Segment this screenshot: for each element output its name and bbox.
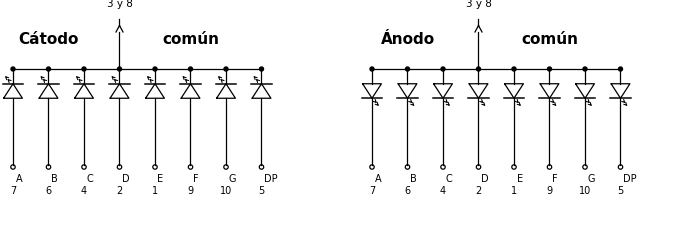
Text: 4: 4 — [81, 186, 87, 196]
Text: B: B — [410, 174, 417, 184]
Text: D: D — [122, 174, 130, 184]
Text: A: A — [374, 174, 381, 184]
Circle shape — [618, 67, 622, 71]
Text: 6: 6 — [45, 186, 52, 196]
Text: DP: DP — [623, 174, 637, 184]
Circle shape — [188, 67, 192, 71]
Text: B: B — [51, 174, 58, 184]
Circle shape — [224, 67, 228, 71]
Circle shape — [548, 67, 552, 71]
Circle shape — [583, 67, 587, 71]
Circle shape — [82, 67, 86, 71]
Text: G: G — [587, 174, 595, 184]
Text: 9: 9 — [546, 186, 552, 196]
Text: 2: 2 — [116, 186, 122, 196]
Text: 5: 5 — [618, 186, 624, 196]
Text: 10: 10 — [220, 186, 232, 196]
Circle shape — [260, 67, 264, 71]
Circle shape — [405, 67, 409, 71]
Text: F: F — [193, 174, 199, 184]
Circle shape — [47, 67, 51, 71]
Circle shape — [477, 67, 480, 71]
Text: G: G — [229, 174, 236, 184]
Circle shape — [370, 67, 374, 71]
Text: E: E — [157, 174, 164, 184]
Circle shape — [117, 67, 122, 71]
Text: 9: 9 — [188, 186, 194, 196]
Text: F: F — [552, 174, 558, 184]
Circle shape — [441, 67, 445, 71]
Text: 5: 5 — [258, 186, 264, 196]
Circle shape — [153, 67, 157, 71]
Text: 7: 7 — [10, 186, 16, 196]
Text: 1: 1 — [511, 186, 517, 196]
Text: C: C — [87, 174, 93, 184]
Text: DP: DP — [264, 174, 278, 184]
Text: 10: 10 — [579, 186, 591, 196]
Text: D: D — [481, 174, 488, 184]
Text: 6: 6 — [405, 186, 411, 196]
Text: C: C — [445, 174, 452, 184]
Text: E: E — [517, 174, 523, 184]
Text: 2: 2 — [475, 186, 482, 196]
Text: A: A — [16, 174, 22, 184]
Text: 3 y 8: 3 y 8 — [466, 0, 491, 9]
Circle shape — [512, 67, 516, 71]
Text: 1: 1 — [152, 186, 158, 196]
Circle shape — [11, 67, 15, 71]
Text: 4: 4 — [440, 186, 446, 196]
Text: Cátodo: Cátodo — [19, 32, 79, 47]
Text: Ánodo: Ánodo — [381, 32, 435, 47]
Text: común: común — [521, 32, 578, 47]
Text: 3 y 8: 3 y 8 — [106, 0, 133, 9]
Text: 7: 7 — [369, 186, 375, 196]
Text: común: común — [162, 32, 219, 47]
